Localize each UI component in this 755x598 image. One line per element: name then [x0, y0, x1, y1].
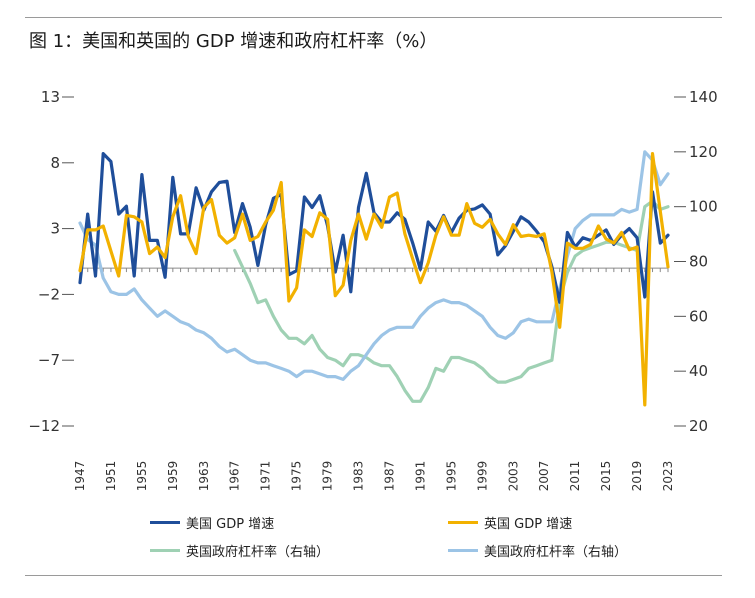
series-line-uk-lev: [233, 199, 670, 403]
series-line-uk-gdp: [78, 152, 670, 407]
right-axis-tick-label: 40: [689, 362, 708, 380]
x-axis-tick-label: 1979: [321, 461, 335, 492]
right-axis-tick-label: 80: [689, 253, 708, 271]
x-axis-tick-label: 2019: [630, 461, 644, 492]
right-axis-tick-label: 140: [689, 88, 718, 106]
x-axis-tick-label: 2003: [506, 461, 520, 492]
x-axis-tick-label: 1987: [382, 461, 396, 492]
x-axis-tick-label: 1999: [475, 461, 489, 492]
series-line-us-gdp: [78, 152, 670, 304]
left-axis-tick-label: −2: [38, 285, 60, 303]
x-axis-tick-label: 1963: [197, 461, 211, 492]
left-axis-tick-label: 3: [50, 220, 60, 238]
right-axis-tick-label: 60: [689, 307, 708, 325]
top-rule: [25, 17, 722, 18]
bottom-rule: [25, 575, 722, 576]
x-axis-tick-label: 1983: [352, 461, 366, 492]
right-axis-tick-label: 120: [689, 143, 718, 161]
x-axis-tick-label: 1967: [228, 461, 242, 492]
x-axis-tick-label: 1995: [444, 461, 458, 492]
left-axis-tick-label: −12: [28, 417, 60, 435]
x-axis-tick-label: 1955: [135, 461, 149, 492]
x-axis-tick-label: 1947: [73, 461, 87, 492]
left-axis-tick-label: 13: [41, 88, 60, 106]
x-axis-tick-label: 1971: [259, 461, 273, 492]
right-axis-tick-label: 20: [689, 417, 708, 435]
x-axis-tick-label: 1975: [290, 461, 304, 492]
chart-title: 图 1：美国和英国的 GDP 增速和政府杠杆率（%）: [29, 31, 438, 52]
series-line-us-lev: [78, 150, 670, 381]
x-axis-tick-label: 1951: [104, 461, 118, 492]
x-axis-tick-label: 2023: [661, 461, 675, 492]
x-axis-tick-label: 2011: [568, 461, 582, 492]
left-axis-tick-label: −7: [38, 351, 60, 369]
x-axis-tick-label: 1991: [413, 461, 427, 492]
x-axis-tick-label: 2007: [537, 461, 551, 492]
x-axis-tick-label: 1959: [166, 461, 180, 492]
right-axis-tick-label: 100: [689, 198, 718, 216]
left-axis-tick-label: 8: [50, 154, 60, 172]
x-axis-tick-label: 2015: [599, 461, 613, 492]
